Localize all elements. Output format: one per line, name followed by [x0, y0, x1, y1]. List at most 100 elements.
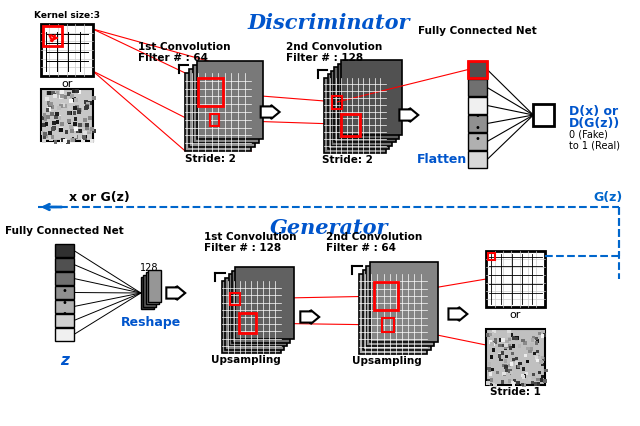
Bar [508, 369, 511, 373]
Bar [370, 262, 438, 342]
Bar [43, 114, 47, 118]
Bar [493, 383, 497, 387]
Bar [502, 373, 506, 376]
Bar [85, 105, 89, 109]
Bar [60, 96, 63, 100]
Text: Stride: 1: Stride: 1 [490, 386, 541, 396]
Bar [45, 123, 48, 127]
Bar [47, 127, 51, 131]
Bar [492, 343, 495, 347]
Bar [60, 139, 64, 143]
Bar [536, 382, 540, 386]
Bar [73, 107, 77, 111]
Bar [85, 124, 89, 128]
Bar [74, 118, 77, 121]
Bar [42, 123, 46, 127]
Bar [87, 130, 91, 134]
Bar [501, 356, 504, 359]
Bar [501, 351, 504, 355]
Bar [498, 353, 501, 356]
Bar [86, 103, 90, 107]
Bar [532, 376, 536, 380]
Bar [544, 369, 548, 372]
Bar [76, 130, 79, 133]
Bar [86, 128, 90, 132]
Bar [84, 106, 88, 110]
Bar [536, 355, 540, 359]
Bar [54, 111, 58, 115]
Bar [52, 94, 56, 98]
Bar [521, 383, 524, 386]
Bar [538, 371, 541, 374]
Bar [504, 346, 508, 350]
Bar [54, 115, 58, 120]
Bar [528, 377, 531, 381]
Bar [498, 344, 502, 348]
Bar [541, 357, 545, 361]
Text: Flatten: Flatten [417, 153, 467, 166]
Bar [324, 78, 386, 153]
Bar [44, 117, 47, 121]
Bar [67, 112, 71, 115]
Bar [504, 364, 507, 368]
Bar [82, 136, 86, 140]
Bar [538, 356, 541, 359]
Bar [543, 334, 546, 337]
Bar [88, 123, 92, 127]
Bar [508, 372, 511, 375]
Bar [502, 344, 505, 348]
Bar [524, 342, 527, 345]
Bar [515, 337, 518, 340]
Bar [83, 136, 86, 140]
Text: 1st Convolution: 1st Convolution [204, 231, 296, 242]
Bar [57, 95, 60, 99]
Bar [145, 272, 159, 304]
Bar [83, 135, 87, 138]
Bar [513, 337, 516, 341]
Bar [41, 132, 45, 136]
Text: Upsampling: Upsampling [352, 355, 422, 365]
Bar [516, 366, 520, 369]
Bar [83, 118, 87, 123]
Bar [60, 140, 63, 144]
Bar [55, 328, 74, 341]
Bar [499, 358, 502, 361]
Bar [508, 333, 511, 337]
Bar [47, 117, 51, 121]
Bar [225, 278, 284, 350]
Text: •
•
•: • • • [61, 285, 67, 319]
Bar [490, 355, 493, 359]
Bar [531, 339, 534, 342]
Text: 128: 128 [140, 262, 159, 272]
Text: Generator: Generator [269, 218, 388, 237]
Bar [535, 342, 538, 345]
Bar [60, 95, 64, 99]
Bar [47, 102, 51, 106]
Bar [185, 74, 252, 152]
Bar [85, 124, 89, 128]
Bar [541, 356, 544, 359]
Bar [43, 132, 47, 136]
Bar [504, 343, 508, 347]
Bar [341, 114, 360, 136]
Bar [331, 71, 392, 146]
Bar [341, 61, 402, 136]
Bar [501, 339, 505, 342]
Bar [511, 352, 514, 355]
Polygon shape [260, 106, 280, 120]
Bar [533, 352, 536, 355]
Bar [508, 335, 511, 338]
Bar [504, 359, 507, 363]
Bar [505, 368, 509, 372]
Bar [489, 372, 492, 376]
Text: Filter # : 128: Filter # : 128 [204, 242, 281, 253]
Bar [90, 140, 94, 144]
Bar [52, 127, 56, 131]
Bar [498, 354, 501, 358]
Bar [486, 381, 490, 385]
Bar [522, 376, 525, 379]
Bar [508, 345, 511, 348]
Bar [72, 112, 76, 115]
Bar [55, 314, 74, 327]
Bar [383, 318, 394, 332]
